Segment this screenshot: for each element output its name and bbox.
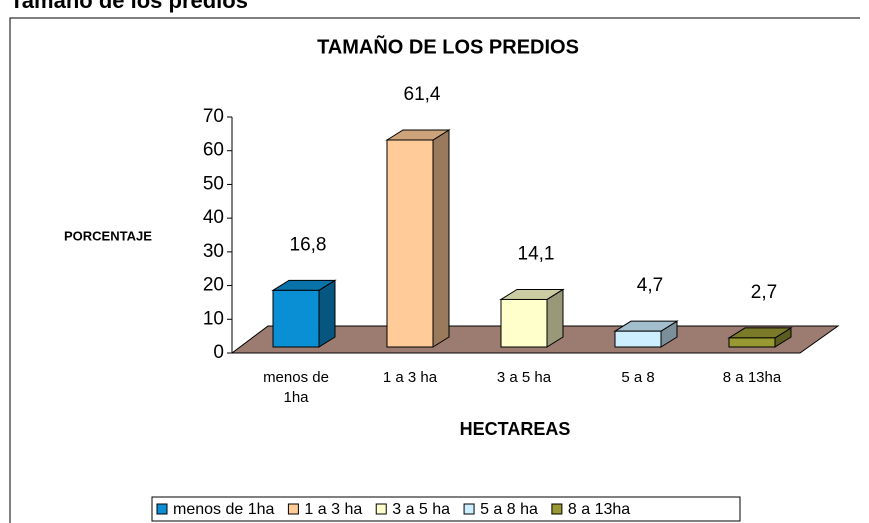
y-tick-label: 0 (213, 342, 224, 363)
legend-label: 5 a 8 ha (480, 501, 538, 518)
legend-label: 3 a 5 ha (392, 501, 450, 518)
bar (500, 298, 548, 348)
legend-label: 8 a 13ha (568, 501, 630, 518)
bar (728, 337, 776, 348)
bar (272, 289, 320, 348)
bar-side-shade (775, 327, 791, 347)
value-label: 14,1 (518, 243, 555, 264)
y-axis-label: PORCENTAJE (64, 228, 152, 243)
bar-top-shade (501, 289, 563, 300)
value-label: 61,4 (404, 84, 441, 105)
bar-top-shade (273, 280, 335, 291)
bar-top-shade (615, 321, 677, 332)
bar-top-shade (387, 129, 449, 140)
y-tick-label: 70 (203, 106, 224, 127)
legend-swatch (551, 503, 563, 515)
y-tick-label: 20 (203, 275, 224, 296)
x-tick-label: 8 a 13ha (723, 369, 782, 386)
value-label: 2,7 (751, 282, 777, 303)
legend (151, 496, 741, 522)
x-tick-label: 5 a 8 (621, 369, 654, 386)
bar-top-shade (729, 327, 791, 338)
legend-swatch (287, 503, 299, 515)
x-tick-label: 3 a 5 ha (497, 369, 552, 386)
y-tick-label: 30 (203, 241, 224, 262)
y-tick-label: 40 (203, 207, 224, 228)
bar-side-shade (547, 289, 563, 347)
bar-side-shade (433, 129, 449, 347)
y-tick-label: 50 (203, 173, 224, 194)
x-axis-label: HECTAREAS (460, 419, 571, 439)
value-label: 4,7 (637, 275, 663, 296)
bar (614, 330, 662, 348)
chart-title: TAMAÑO DE LOS PREDIOS (317, 35, 579, 58)
legend-label: 1 a 3 ha (304, 501, 362, 518)
legend-swatch (156, 503, 168, 515)
chart-border (9, 17, 860, 523)
bar (386, 139, 434, 348)
x-tick-line: 1ha (283, 389, 309, 406)
y-tick-label: 10 (203, 308, 224, 329)
legend-swatch (463, 503, 475, 515)
value-label: 16,8 (290, 234, 327, 255)
legend-swatch (375, 503, 387, 515)
bar-side-shade (319, 280, 335, 347)
y-tick-label: 60 (203, 140, 224, 161)
legend-label: menos de 1ha (173, 501, 275, 518)
x-tick-label: 1 a 3 ha (383, 369, 438, 386)
x-tick-label: menos de 1ha (263, 369, 329, 406)
x-tick-line: menos de (263, 369, 329, 386)
heading: Tamaño de los predios (10, 0, 248, 13)
bar-side-shade (661, 321, 677, 347)
